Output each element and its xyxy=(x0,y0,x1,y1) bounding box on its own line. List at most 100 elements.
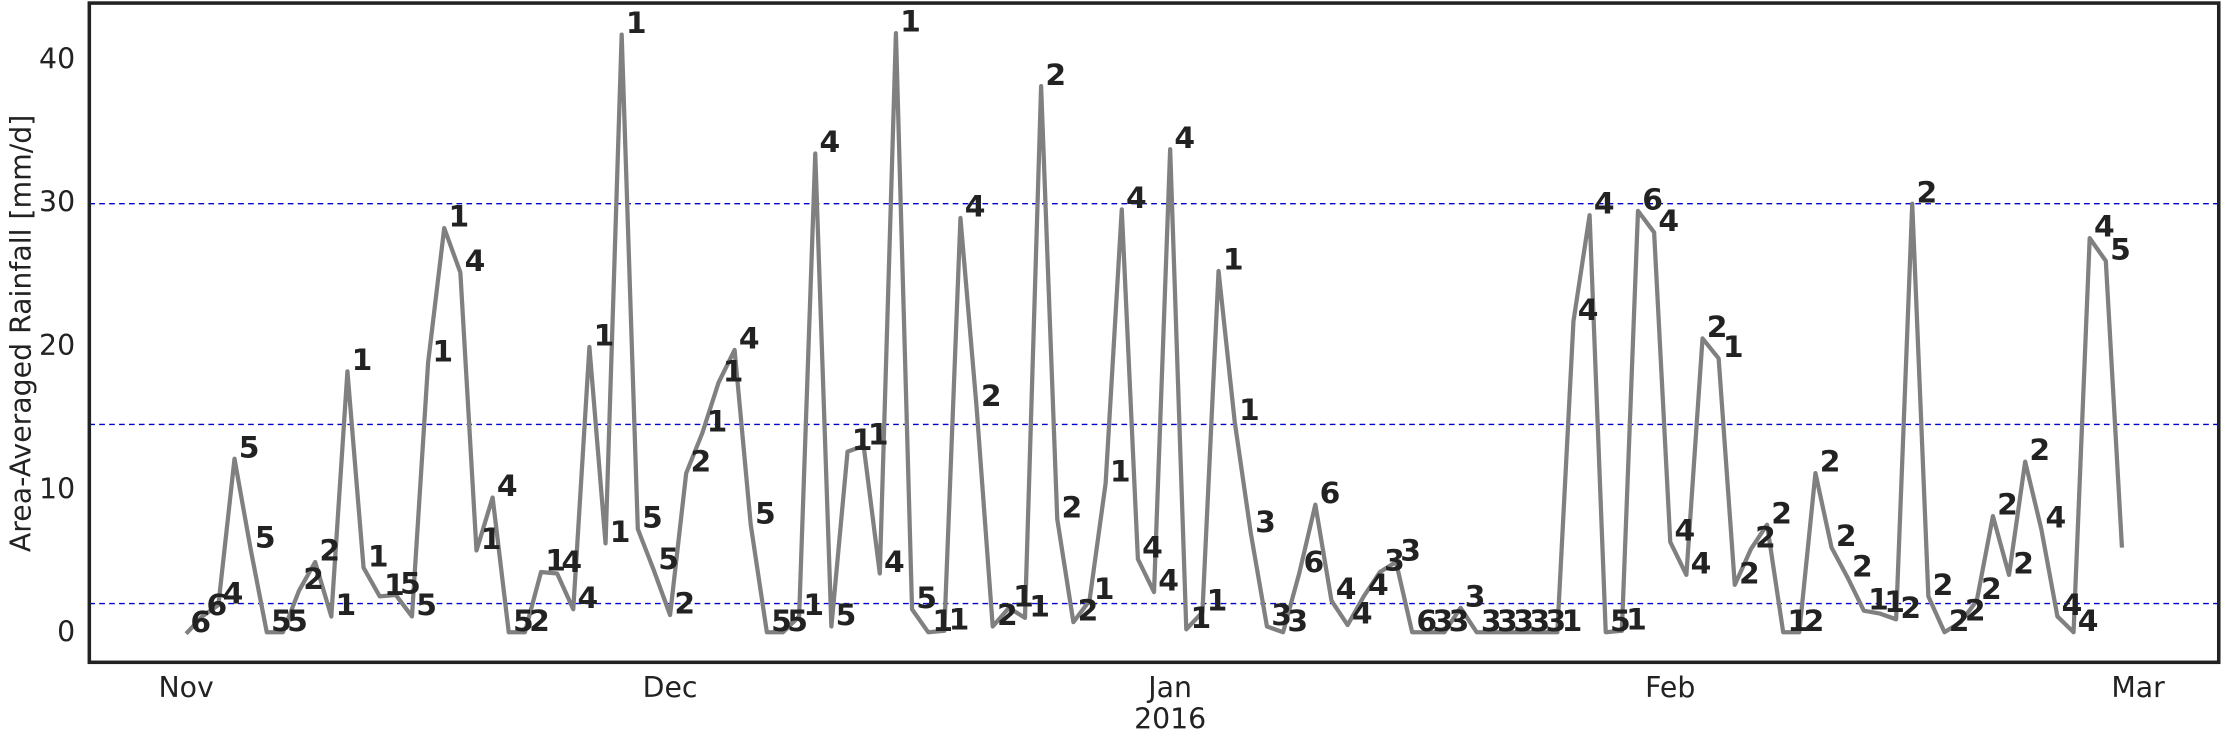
cluster-label: 4 xyxy=(561,545,582,580)
cluster-label: 2 xyxy=(1981,572,2002,607)
cluster-label: 4 xyxy=(1352,597,1373,632)
cluster-label: 3 xyxy=(1400,534,1421,569)
cluster-label: 3 xyxy=(1545,604,1566,639)
cluster-label: 2 xyxy=(529,604,550,639)
cluster-label: 3 xyxy=(1513,604,1534,639)
cluster-label: 1 xyxy=(949,602,970,637)
cluster-label: 4 xyxy=(465,244,486,279)
cluster-label: 6 xyxy=(1320,476,1341,511)
cluster-label: 2 xyxy=(1852,549,1873,584)
cluster-label: 4 xyxy=(820,125,841,160)
y-tick-label: 20 xyxy=(39,329,75,362)
cluster-label: 1 xyxy=(932,604,953,639)
cluster-label: 4 xyxy=(1691,546,1712,581)
cluster-label: 2 xyxy=(1916,175,1937,210)
cluster-label: 2 xyxy=(1836,519,1857,554)
cluster-label: 3 xyxy=(1255,505,1276,540)
cluster-label: 4 xyxy=(497,469,518,504)
cluster-label: 4 xyxy=(1594,187,1615,222)
cluster-label: 4 xyxy=(1142,531,1163,566)
cluster-label: 4 xyxy=(1368,568,1389,603)
cluster-label: 2 xyxy=(690,445,711,480)
cluster-label: 1 xyxy=(1029,589,1050,624)
cluster-label: 5 xyxy=(836,598,857,633)
x-tick-label: Jan xyxy=(1146,671,1192,704)
cluster-label: 1 xyxy=(707,405,728,440)
cluster-label: 4 xyxy=(1174,121,1195,156)
cluster-label: 2 xyxy=(1707,310,1728,345)
y-tick-label: 10 xyxy=(39,472,75,505)
cluster-label: 5 xyxy=(787,604,808,639)
x-axis-label: 2016 xyxy=(1134,702,1206,732)
cluster-label: 1 xyxy=(610,515,631,550)
cluster-label: 2 xyxy=(1949,604,1970,639)
cluster-label: 6 xyxy=(206,588,227,623)
cluster-label: 1 xyxy=(594,319,615,354)
cluster-label: 3 xyxy=(1465,579,1486,614)
cluster-label: 2 xyxy=(2029,433,2050,468)
cluster-label: 1 xyxy=(384,568,405,603)
cluster-label: 5 xyxy=(2110,233,2131,268)
x-tick-label: Nov xyxy=(158,671,213,704)
cluster-label: 2 xyxy=(1965,594,1986,629)
cluster-label: 1 xyxy=(1884,585,1905,620)
cluster-label: 2 xyxy=(1739,556,1760,591)
cluster-label: 1 xyxy=(1787,604,1808,639)
cluster-label: 1 xyxy=(1239,393,1260,428)
cluster-label: 5 xyxy=(642,501,663,536)
cluster-label: 5 xyxy=(400,567,421,602)
cluster-label: 1 xyxy=(1013,579,1034,614)
cluster-label: 3 xyxy=(1433,604,1454,639)
cluster-label: 1 xyxy=(852,423,873,458)
y-tick-label: 40 xyxy=(39,42,75,75)
cluster-label: 5 xyxy=(287,604,308,639)
cluster-label: 5 xyxy=(416,588,437,623)
cluster-label: 1 xyxy=(1562,604,1583,639)
cluster-label: 4 xyxy=(965,190,986,225)
cluster-label: 4 xyxy=(2094,210,2115,245)
cluster-label: 5 xyxy=(513,604,534,639)
plot-frame xyxy=(87,1,2221,665)
cluster-label: 2 xyxy=(1771,496,1792,531)
cluster-label: 2 xyxy=(1997,488,2018,523)
cluster-label: 6 xyxy=(190,605,211,640)
cluster-label: 4 xyxy=(2078,604,2099,639)
cluster-label: 2 xyxy=(1900,591,1921,626)
cluster-label: 1 xyxy=(900,5,921,40)
cluster-label: 5 xyxy=(239,430,260,465)
cluster-label: 2 xyxy=(303,562,324,597)
cluster-label: 1 xyxy=(1723,330,1744,365)
cluster-label: 6 xyxy=(1416,604,1437,639)
cluster-label: 4 xyxy=(884,545,905,580)
cluster-label: 4 xyxy=(2046,501,2067,536)
cluster-label: 1 xyxy=(448,200,469,235)
cluster-label: 2 xyxy=(1804,604,1825,639)
cluster-label: 1 xyxy=(1191,601,1212,636)
cluster-label: 4 xyxy=(578,581,599,616)
y-axis-label: Area-Averaged Rainfall [mm/d] xyxy=(5,115,38,553)
cluster-label: 2 xyxy=(1755,521,1776,556)
cluster-label: 1 xyxy=(626,6,647,41)
cluster-label: 5 xyxy=(916,581,937,616)
cluster-label: 2 xyxy=(1820,445,1841,480)
cluster-label: 4 xyxy=(1578,293,1599,328)
cluster-label: 3 xyxy=(1287,604,1308,639)
cluster-label: 2 xyxy=(674,587,695,622)
cluster-label: 1 xyxy=(1207,584,1228,619)
cluster-label: 1 xyxy=(803,588,824,623)
cluster-label: 1 xyxy=(481,522,502,557)
cluster-label: 1 xyxy=(1868,582,1889,617)
rainfall-line xyxy=(184,31,2125,636)
cluster-label: 5 xyxy=(755,496,776,531)
cluster-label: 2 xyxy=(1933,568,1954,603)
cluster-label: 5 xyxy=(1610,604,1631,639)
cluster-label: 2 xyxy=(1078,594,1099,629)
cluster-label: 5 xyxy=(658,542,679,577)
cluster-label: 2 xyxy=(997,598,1018,633)
cluster-label: 3 xyxy=(1449,604,1470,639)
y-tick-label: 0 xyxy=(57,616,75,649)
cluster-label: 6 xyxy=(1303,545,1324,580)
cluster-label: 4 xyxy=(1336,572,1357,607)
cluster-label: 1 xyxy=(1110,455,1131,490)
